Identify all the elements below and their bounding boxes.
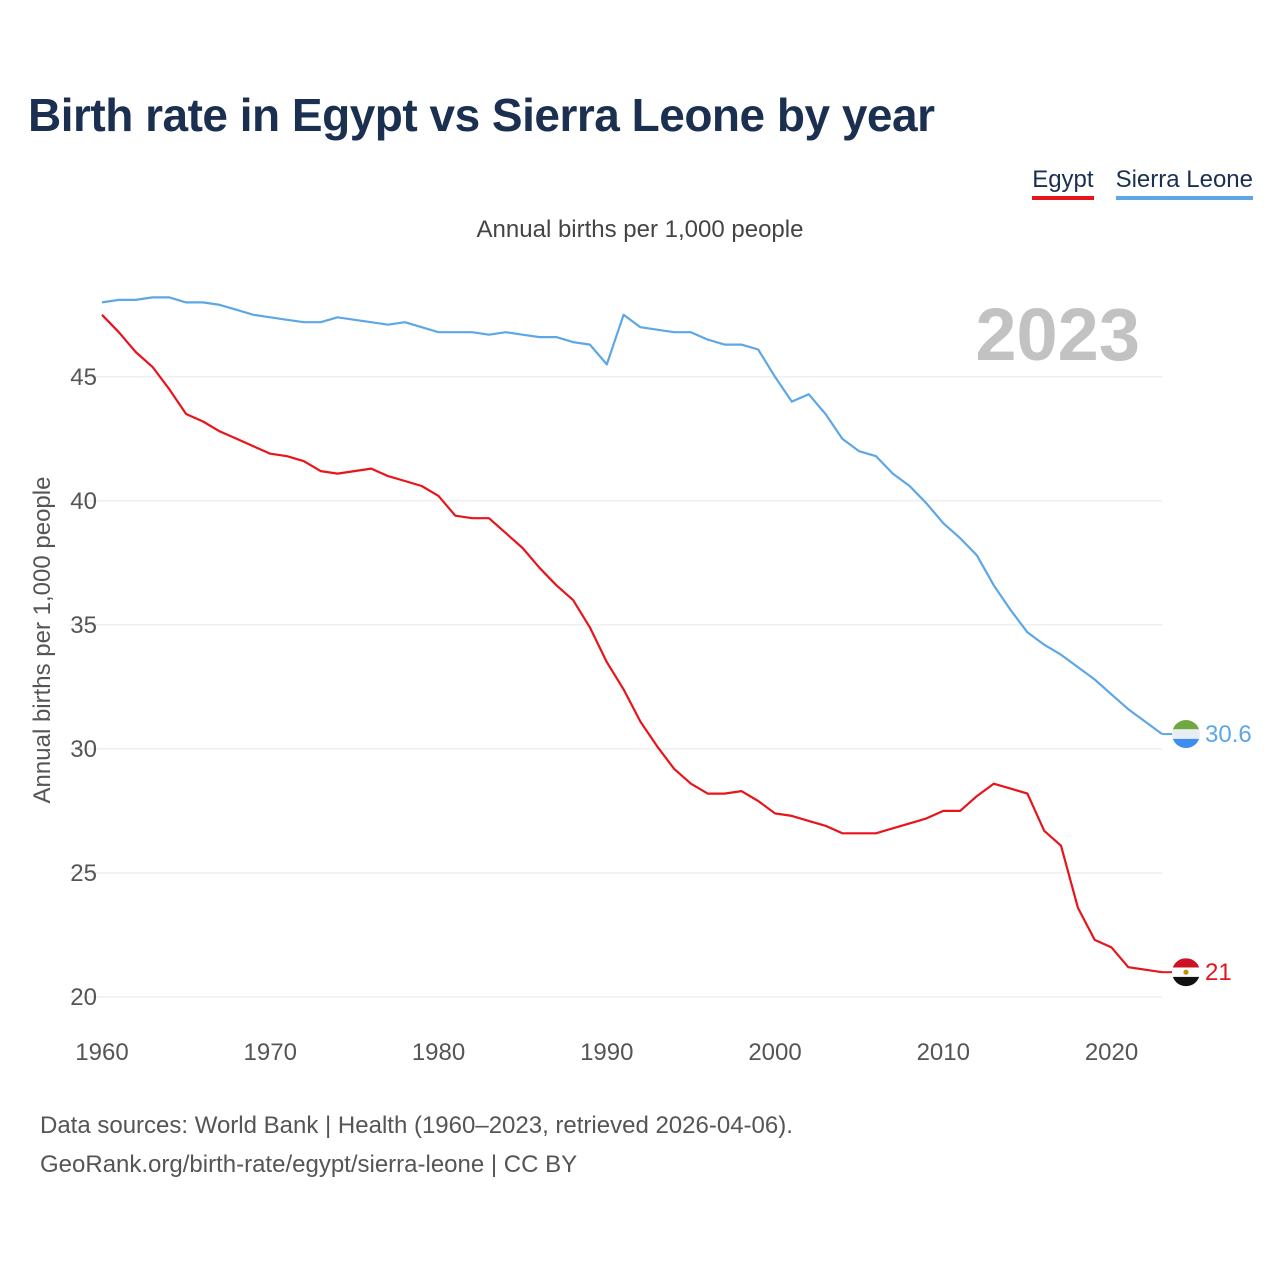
y-tick-label: 20 <box>70 984 97 1011</box>
series-line-sierra-leone <box>101 296 1163 735</box>
y-tick-label: 45 <box>70 364 97 391</box>
chart-title: Birth rate in Egypt vs Sierra Leone by y… <box>28 89 935 141</box>
legend-item-egypt[interactable]: Egypt <box>1032 166 1094 200</box>
x-tick-label: 2010 <box>917 1039 970 1066</box>
x-tick-label: 1960 <box>75 1039 128 1066</box>
series-lines <box>101 296 1163 974</box>
y-tick-label: 30 <box>70 736 97 763</box>
end-value-label: 30.6 <box>1205 721 1252 748</box>
legend: Egypt Sierra Leone <box>1032 166 1253 200</box>
end-markers: 21 30.6 <box>1162 720 1252 987</box>
x-tick-label: 2000 <box>748 1039 801 1066</box>
x-tick-label: 1980 <box>412 1039 465 1066</box>
y-tick-label: 25 <box>70 860 97 887</box>
flag-egypt-icon <box>1172 958 1200 987</box>
y-tick-label: 35 <box>70 612 97 639</box>
gridlines <box>70 376 1162 998</box>
x-axis-ticks: 1960 1970 1980 1990 2000 2010 2020 <box>75 1039 1138 1066</box>
y-axis-label: Annual births per 1,000 people <box>29 477 56 804</box>
footer-sources: Data sources: World Bank | Health (1960–… <box>40 1112 793 1139</box>
year-label: 2023 <box>975 293 1140 376</box>
legend-item-sierra-leone[interactable]: Sierra Leone <box>1115 166 1253 200</box>
series-line-egypt <box>101 314 1163 974</box>
y-tick-label: 40 <box>70 488 97 515</box>
x-tick-label: 1970 <box>244 1039 297 1066</box>
flag-sierra-leone-icon <box>1172 720 1200 749</box>
x-tick-label: 2020 <box>1085 1039 1138 1066</box>
footer: Data sources: World Bank | Health (1960–… <box>40 1106 793 1184</box>
chart-subtitle: Annual births per 1,000 people <box>476 216 804 243</box>
end-value-label: 21 <box>1205 959 1232 986</box>
y-axis-ticks: 20 25 30 35 40 45 <box>70 364 97 1011</box>
footer-link[interactable]: GeoRank.org/birth-rate/egypt/sierra-leon… <box>40 1151 578 1178</box>
x-tick-label: 1990 <box>580 1039 633 1066</box>
